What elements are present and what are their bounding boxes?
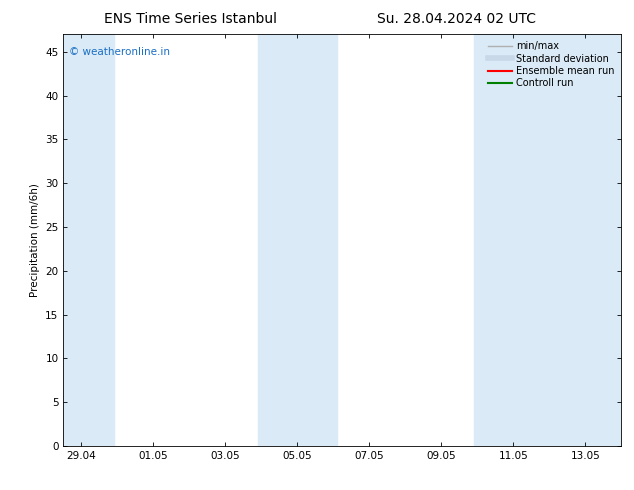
Text: © weatheronline.in: © weatheronline.in: [69, 47, 170, 57]
Legend: min/max, Standard deviation, Ensemble mean run, Controll run: min/max, Standard deviation, Ensemble me…: [486, 39, 616, 90]
Bar: [474, 34, 621, 446]
Y-axis label: Precipitation (mm/6h): Precipitation (mm/6h): [30, 183, 40, 297]
Bar: [258, 34, 337, 446]
Text: ENS Time Series Istanbul: ENS Time Series Istanbul: [104, 12, 276, 26]
Text: Su. 28.04.2024 02 UTC: Su. 28.04.2024 02 UTC: [377, 12, 536, 26]
Bar: [63, 34, 113, 446]
